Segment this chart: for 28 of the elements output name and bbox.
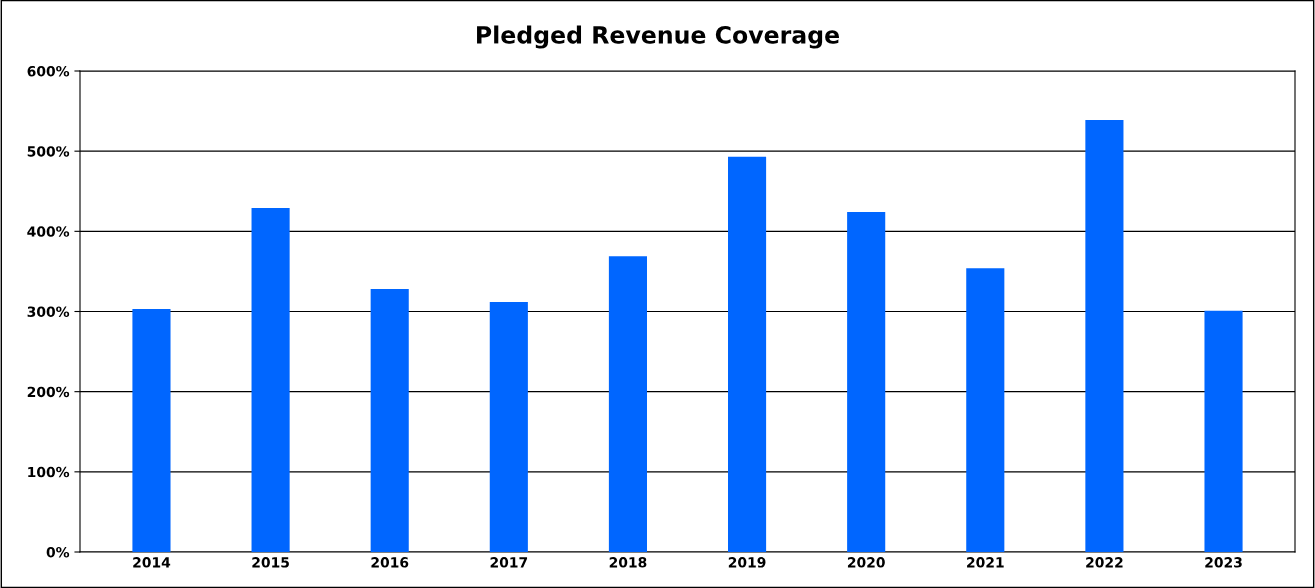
bar bbox=[847, 212, 886, 552]
bar bbox=[251, 208, 290, 552]
bar bbox=[728, 156, 767, 552]
bar bbox=[132, 309, 171, 552]
x-tick-label: 2023 bbox=[1205, 557, 1242, 568]
x-tick-label: 2019 bbox=[728, 557, 766, 568]
x-tick-label: 2020 bbox=[847, 557, 885, 568]
bar bbox=[370, 289, 409, 552]
x-tick-label: 2014 bbox=[133, 557, 171, 568]
x-tick-label: 2017 bbox=[490, 557, 528, 568]
y-tick-label: 300% bbox=[27, 306, 70, 317]
bar bbox=[1085, 119, 1124, 552]
y-tick-label: 600% bbox=[27, 65, 70, 77]
x-tick-label: 2021 bbox=[967, 557, 1004, 568]
bar bbox=[1204, 310, 1243, 552]
y-tick-label: 500% bbox=[27, 146, 70, 157]
y-tick-label: 0% bbox=[46, 546, 70, 558]
chart-title: Pledged Revenue Coverage bbox=[477, 25, 839, 49]
bar bbox=[608, 256, 647, 552]
bar bbox=[489, 301, 528, 552]
x-tick-label: 2022 bbox=[1086, 557, 1123, 568]
y-tick-label: 200% bbox=[27, 386, 70, 398]
x-tick-label: 2015 bbox=[252, 557, 289, 568]
x-tick-label: 2016 bbox=[371, 557, 409, 568]
y-tick-label: 100% bbox=[28, 466, 70, 478]
x-tick-label: 2018 bbox=[609, 557, 647, 568]
bar bbox=[966, 268, 1005, 552]
y-tick-label: 400% bbox=[27, 226, 70, 237]
